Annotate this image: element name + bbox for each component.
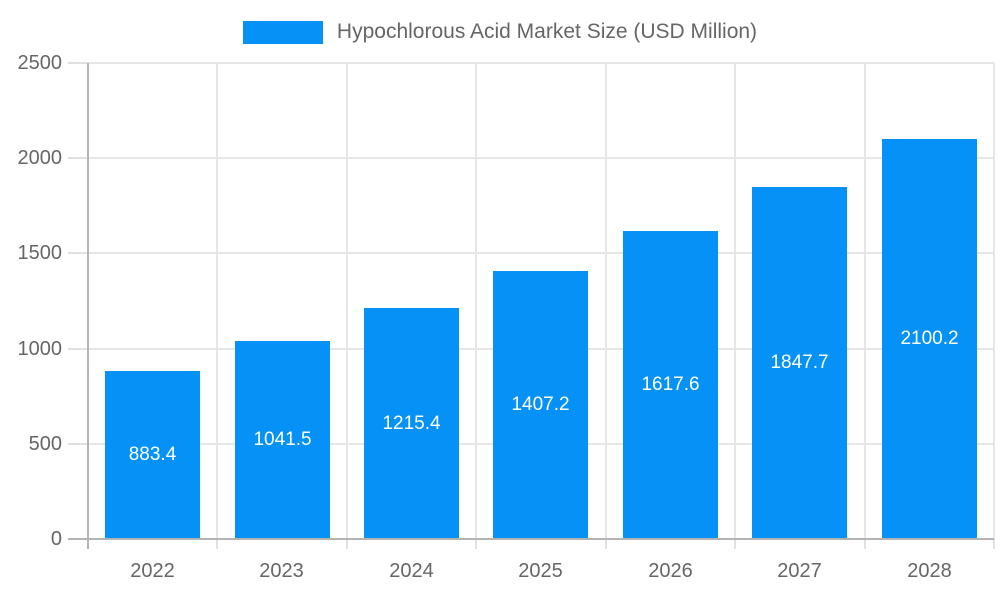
x-axis-line bbox=[68, 538, 994, 540]
bar-2028: 2100.2 bbox=[882, 139, 977, 539]
y-axis-line bbox=[87, 63, 89, 549]
x-tick-mark bbox=[605, 539, 607, 549]
x-axis-tick-label: 2026 bbox=[648, 560, 693, 582]
legend-label: Hypochlorous Acid Market Size (USD Milli… bbox=[336, 20, 758, 43]
bar-2027: 1847.7 bbox=[752, 187, 847, 539]
bar-value-label: 1041.5 bbox=[253, 429, 312, 450]
x-gridline bbox=[605, 63, 607, 539]
bar-2025: 1407.2 bbox=[493, 271, 588, 539]
x-tick-mark bbox=[216, 539, 218, 549]
chart-legend[interactable]: Hypochlorous Acid Market Size (USD Milli… bbox=[0, 16, 1000, 48]
legend-swatch-icon bbox=[242, 20, 323, 44]
bar-value-label: 883.4 bbox=[128, 444, 177, 465]
x-gridline bbox=[475, 63, 477, 539]
x-axis-tick-label: 2022 bbox=[130, 560, 175, 582]
bar-2023: 1041.5 bbox=[235, 341, 330, 539]
bar-value-label: 2100.2 bbox=[900, 328, 959, 349]
y-axis-tick-label: 1500 bbox=[17, 242, 63, 264]
x-gridline bbox=[734, 63, 736, 539]
y-axis-tick-label: 1000 bbox=[17, 338, 63, 360]
x-tick-mark bbox=[475, 539, 477, 549]
x-tick-mark bbox=[346, 539, 348, 549]
y-axis-tick-label: 500 bbox=[28, 433, 62, 455]
y-gridline bbox=[88, 62, 994, 64]
y-axis-tick-label: 0 bbox=[50, 528, 62, 550]
bar-value-label: 1407.2 bbox=[511, 394, 570, 415]
x-gridline bbox=[864, 63, 866, 539]
y-tick-mark bbox=[68, 443, 88, 445]
x-axis-tick-label: 2028 bbox=[907, 560, 952, 582]
x-gridline bbox=[346, 63, 348, 539]
bar-value-label: 1617.6 bbox=[641, 374, 700, 395]
x-tick-mark bbox=[734, 539, 736, 549]
y-axis-tick-label: 2000 bbox=[17, 147, 63, 169]
y-tick-mark bbox=[68, 62, 88, 64]
x-axis-tick-label: 2023 bbox=[259, 560, 304, 582]
y-tick-mark bbox=[68, 348, 88, 350]
bar-value-label: 1215.4 bbox=[382, 412, 441, 434]
y-gridline bbox=[88, 252, 994, 254]
y-axis-tick-label: 2500 bbox=[17, 52, 63, 74]
x-tick-mark bbox=[993, 539, 995, 549]
bar-2024: 1215.4 bbox=[364, 308, 459, 539]
x-axis-tick-label: 2027 bbox=[777, 560, 822, 582]
bar-value-label: 1847.7 bbox=[770, 352, 829, 373]
x-gridline bbox=[993, 63, 995, 539]
x-tick-mark bbox=[864, 539, 866, 549]
y-gridline bbox=[88, 157, 994, 159]
x-axis-tick-label: 2025 bbox=[518, 560, 563, 582]
bar-2022: 883.4 bbox=[105, 371, 200, 539]
x-gridline bbox=[216, 63, 218, 539]
y-tick-mark bbox=[68, 252, 88, 254]
y-tick-mark bbox=[68, 157, 88, 159]
x-axis-tick-label: 2024 bbox=[389, 560, 434, 582]
bar-2026: 1617.6 bbox=[623, 231, 718, 539]
